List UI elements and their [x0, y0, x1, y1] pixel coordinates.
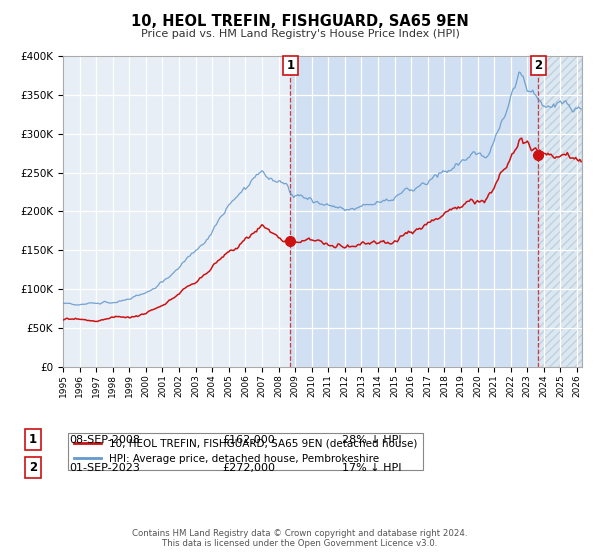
Text: £162,000: £162,000: [222, 435, 275, 445]
Text: 10, HEOL TREFIN, FISHGUARD, SA65 9EN: 10, HEOL TREFIN, FISHGUARD, SA65 9EN: [131, 14, 469, 29]
Text: 1: 1: [286, 59, 295, 72]
Text: 28% ↓ HPI: 28% ↓ HPI: [342, 435, 401, 445]
Bar: [290, 56, 538, 367]
Text: This data is licensed under the Open Government Licence v3.0.: This data is licensed under the Open Gov…: [163, 539, 437, 548]
Text: £272,000: £272,000: [222, 463, 275, 473]
Text: Price paid vs. HM Land Registry's House Price Index (HPI): Price paid vs. HM Land Registry's House …: [140, 29, 460, 39]
Text: 2: 2: [534, 59, 542, 72]
Text: 08-SEP-2008: 08-SEP-2008: [69, 435, 140, 445]
Text: 1: 1: [29, 433, 37, 446]
Text: 2: 2: [29, 461, 37, 474]
Text: Contains HM Land Registry data © Crown copyright and database right 2024.: Contains HM Land Registry data © Crown c…: [132, 529, 468, 538]
Text: 17% ↓ HPI: 17% ↓ HPI: [342, 463, 401, 473]
Bar: [538, 56, 582, 367]
Legend: 10, HEOL TREFIN, FISHGUARD, SA65 9EN (detached house), HPI: Average price, detac: 10, HEOL TREFIN, FISHGUARD, SA65 9EN (de…: [68, 433, 424, 470]
Text: 01-SEP-2023: 01-SEP-2023: [69, 463, 140, 473]
